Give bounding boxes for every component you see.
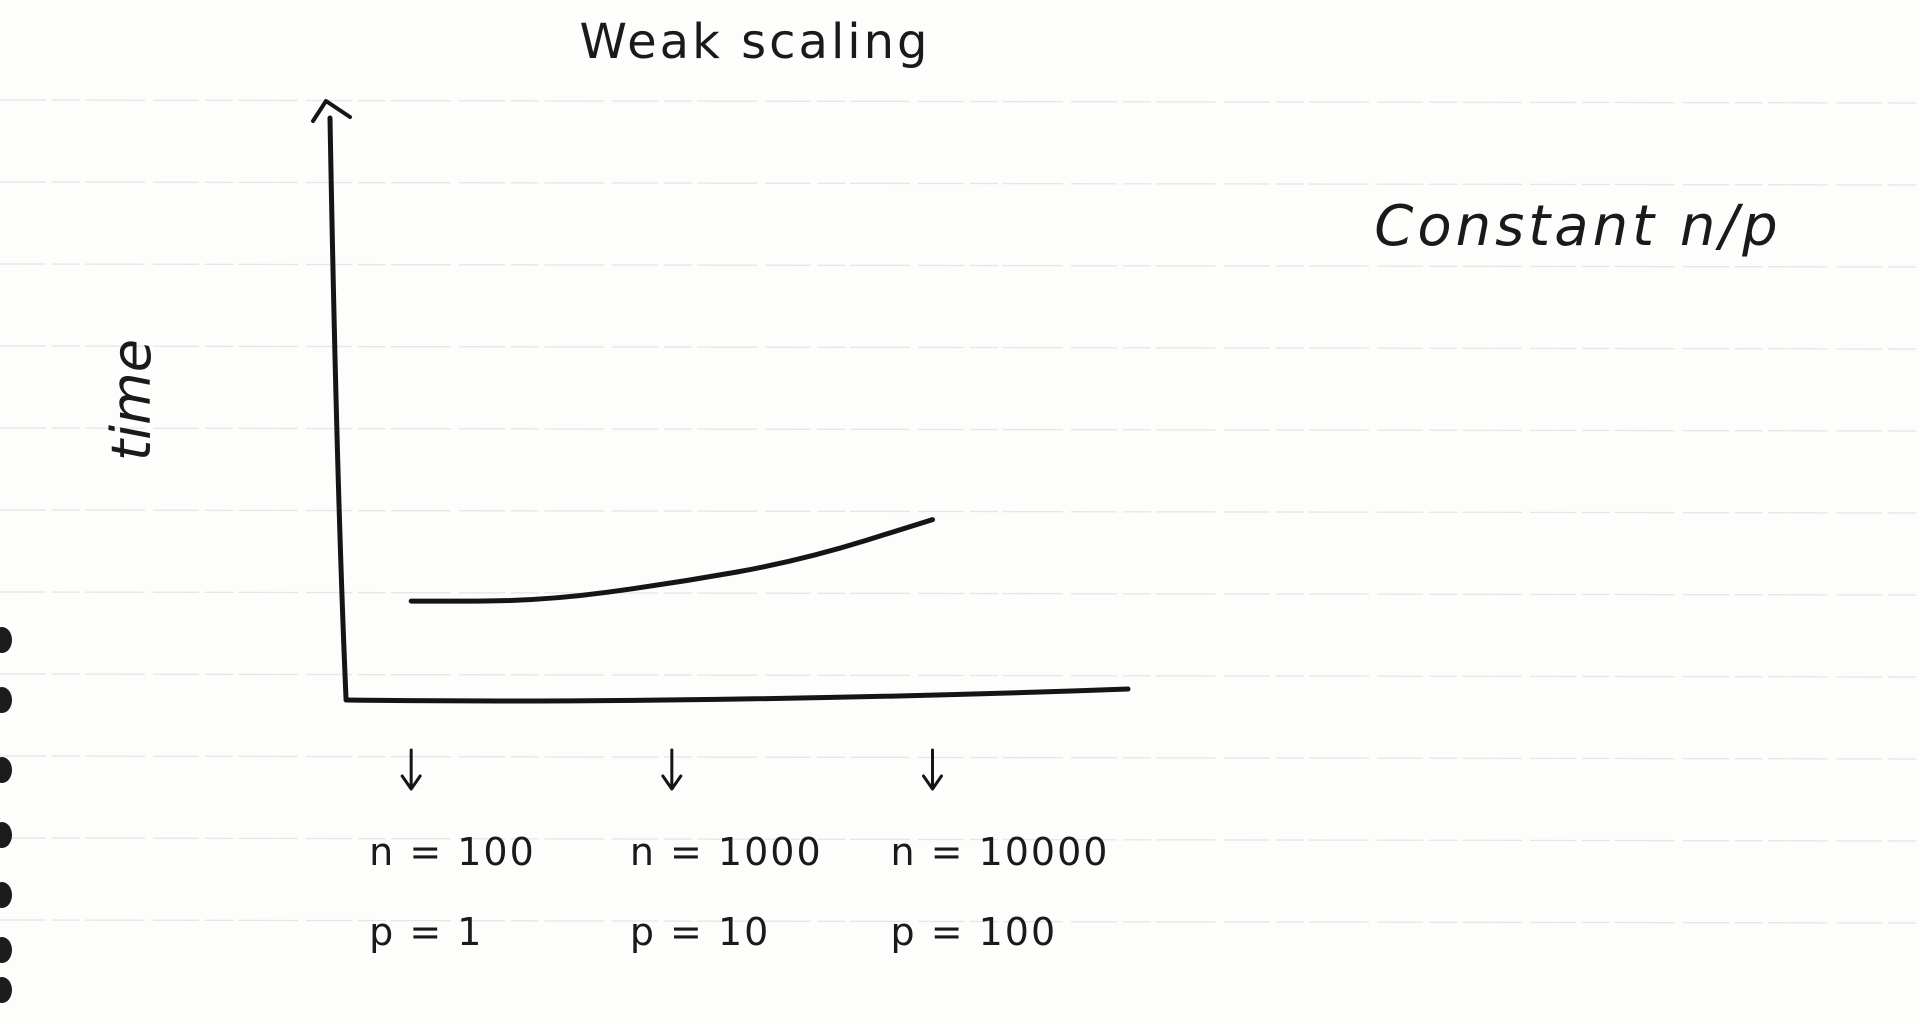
ruling-line [0, 673, 1920, 678]
ruling-line [0, 591, 1920, 596]
annotation-constant-ratio: Constant n/p [1374, 194, 1781, 259]
binding-hole [0, 687, 12, 713]
x-tick-label-n: n = 1000 [630, 830, 823, 874]
binding-hole [0, 937, 12, 963]
y-axis-arrowhead [311, 99, 352, 123]
ruling-line [0, 99, 1920, 104]
binding-hole [0, 757, 12, 783]
ruling-line [0, 427, 1920, 432]
ruling-line [0, 263, 1920, 268]
y-axis-line [327, 115, 349, 701]
spiral-binding-holes [0, 627, 12, 1003]
category-arrow [400, 748, 422, 791]
plot-layer: n = 100 p = 1 n = 1000 p = 10 n = 10000 p = 1… [369, 517, 1110, 954]
binding-hole [0, 822, 12, 848]
chart-title: Weak scaling [579, 14, 930, 70]
x-tick-label-p: p = 1 [369, 910, 483, 954]
notebook-ruling [0, 99, 1920, 924]
category-arrow [922, 748, 943, 791]
x-tick-label-n: n = 100 [369, 830, 536, 874]
x-tick-label-p: p = 100 [891, 910, 1058, 954]
ruling-line [0, 345, 1920, 350]
x-tick-label-n: n = 10000 [891, 830, 1110, 874]
ruling-line [0, 509, 1920, 514]
ruling-line [0, 837, 1920, 842]
ruling-line [0, 181, 1920, 186]
ruling-line [0, 919, 1920, 924]
binding-hole [0, 882, 12, 908]
y-axis-label: time [100, 339, 163, 461]
x-tick-label-p: p = 10 [630, 910, 770, 954]
binding-hole [0, 627, 12, 653]
x-axis-line [343, 686, 1131, 704]
category-arrow [661, 748, 683, 791]
series-line [408, 517, 935, 604]
binding-hole [0, 977, 12, 1003]
ruling-line [0, 755, 1920, 760]
